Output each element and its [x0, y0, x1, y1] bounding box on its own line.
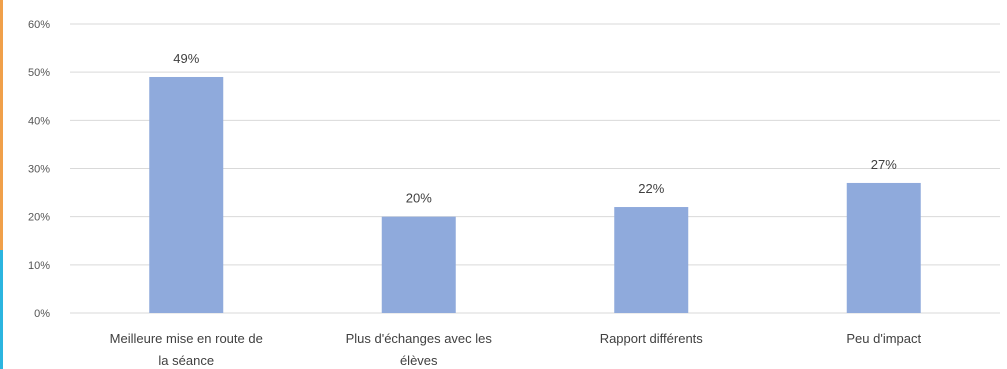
bar [846, 182, 921, 313]
category-label: Peu d'impact [846, 331, 921, 346]
data-label: 49% [173, 51, 199, 66]
data-labels: 49% 20% 22% 27% [173, 51, 897, 206]
bar [614, 207, 689, 313]
data-label: 22% [638, 181, 664, 196]
category-label: la séance [158, 353, 214, 368]
y-axis-ticks: 0% 10% 20% 30% 40% 50% 60% [28, 19, 50, 320]
y-tick-label: 20% [28, 212, 50, 224]
y-tick-label: 50% [28, 67, 50, 79]
left-edge-blue-strip [0, 250, 3, 369]
bars [149, 76, 921, 313]
x-axis-categories: Meilleure mise en route de la séance Plus … [110, 331, 922, 368]
y-tick-label: 30% [28, 164, 50, 176]
y-tick-label: 10% [28, 260, 50, 272]
data-label: 27% [871, 157, 897, 172]
bar [149, 76, 224, 313]
category-label: Rapport différents [600, 331, 704, 346]
gridlines [70, 23, 1000, 314]
left-edge-orange-strip [0, 0, 3, 250]
y-tick-label: 0% [34, 308, 50, 320]
data-label: 20% [406, 191, 432, 206]
category-label: élèves [400, 353, 438, 368]
category-label: Plus d'échanges avec les [346, 331, 493, 346]
y-tick-label: 60% [28, 19, 50, 31]
category-label: Meilleure mise en route de [110, 331, 263, 346]
bar [381, 216, 456, 313]
y-tick-label: 40% [28, 115, 50, 127]
